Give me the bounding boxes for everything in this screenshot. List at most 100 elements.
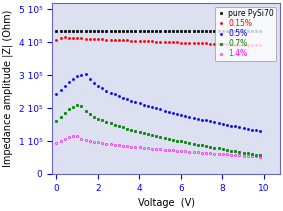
0.15% bbox=[100, 38, 104, 41]
1.4% bbox=[230, 153, 233, 156]
pure PySi70 bbox=[84, 30, 87, 32]
0.5% bbox=[63, 85, 67, 87]
pure PySi70 bbox=[209, 30, 212, 32]
0.15% bbox=[59, 37, 62, 40]
0.15% bbox=[80, 37, 83, 40]
0.15% bbox=[134, 39, 137, 42]
0.7% bbox=[167, 138, 170, 140]
0.7% bbox=[155, 135, 158, 137]
0.15% bbox=[184, 41, 187, 44]
1.4% bbox=[204, 152, 208, 154]
0.5% bbox=[117, 95, 121, 97]
Line: 0.7%: 0.7% bbox=[55, 104, 261, 156]
0.5% bbox=[84, 72, 87, 75]
pure PySi70 bbox=[92, 30, 96, 32]
0.7% bbox=[179, 140, 183, 143]
0.15% bbox=[238, 43, 241, 46]
pure PySi70 bbox=[142, 30, 145, 32]
pure PySi70 bbox=[63, 30, 67, 32]
pure PySi70 bbox=[204, 30, 208, 32]
0.5% bbox=[113, 93, 116, 96]
pure PySi70 bbox=[171, 30, 175, 32]
1.4% bbox=[254, 155, 258, 158]
1.4% bbox=[67, 136, 71, 139]
0.15% bbox=[96, 38, 100, 41]
pure PySi70 bbox=[55, 30, 58, 32]
0.5% bbox=[192, 116, 195, 119]
Line: 0.5%: 0.5% bbox=[55, 73, 261, 132]
0.15% bbox=[225, 43, 229, 46]
Line: 1.4%: 1.4% bbox=[55, 135, 261, 158]
0.5% bbox=[167, 110, 170, 113]
1.4% bbox=[225, 153, 229, 156]
0.7% bbox=[184, 141, 187, 143]
0.5% bbox=[238, 126, 241, 128]
pure PySi70 bbox=[175, 30, 179, 32]
pure PySi70 bbox=[155, 30, 158, 32]
pure PySi70 bbox=[76, 30, 79, 32]
pure PySi70 bbox=[184, 30, 187, 32]
1.4% bbox=[138, 146, 141, 149]
0.15% bbox=[121, 39, 125, 42]
pure PySi70 bbox=[200, 30, 204, 32]
0.15% bbox=[192, 42, 195, 44]
0.7% bbox=[242, 151, 245, 154]
1.4% bbox=[59, 139, 62, 142]
pure PySi70 bbox=[217, 30, 220, 32]
pure PySi70 bbox=[134, 30, 137, 32]
pure PySi70 bbox=[258, 30, 262, 32]
1.4% bbox=[238, 154, 241, 157]
pure PySi70 bbox=[59, 30, 62, 32]
0.7% bbox=[246, 152, 249, 155]
1.4% bbox=[258, 155, 262, 158]
0.5% bbox=[96, 85, 100, 87]
1.4% bbox=[88, 139, 91, 142]
0.5% bbox=[159, 108, 162, 111]
0.5% bbox=[184, 114, 187, 117]
0.15% bbox=[213, 43, 216, 45]
1.4% bbox=[134, 146, 137, 148]
pure PySi70 bbox=[254, 30, 258, 32]
0.7% bbox=[105, 121, 108, 123]
pure PySi70 bbox=[100, 30, 104, 32]
1.4% bbox=[242, 154, 245, 157]
0.7% bbox=[138, 131, 141, 133]
0.7% bbox=[88, 113, 91, 115]
0.15% bbox=[105, 38, 108, 41]
0.7% bbox=[250, 153, 254, 155]
pure PySi70 bbox=[125, 30, 129, 32]
0.7% bbox=[150, 134, 154, 136]
0.7% bbox=[204, 145, 208, 147]
0.7% bbox=[109, 122, 112, 125]
1.4% bbox=[167, 149, 170, 151]
1.4% bbox=[96, 141, 100, 143]
0.5% bbox=[204, 119, 208, 122]
pure PySi70 bbox=[121, 30, 125, 32]
1.4% bbox=[209, 152, 212, 155]
1.4% bbox=[246, 155, 249, 157]
0.15% bbox=[130, 39, 133, 42]
0.7% bbox=[159, 136, 162, 138]
0.7% bbox=[188, 142, 191, 144]
1.4% bbox=[175, 150, 179, 152]
pure PySi70 bbox=[146, 30, 150, 32]
0.5% bbox=[59, 89, 62, 91]
pure PySi70 bbox=[196, 30, 200, 32]
0.15% bbox=[117, 39, 121, 41]
0.7% bbox=[171, 138, 175, 141]
1.4% bbox=[117, 144, 121, 146]
0.15% bbox=[221, 43, 224, 45]
0.15% bbox=[113, 39, 116, 41]
0.15% bbox=[171, 41, 175, 43]
1.4% bbox=[150, 147, 154, 150]
0.15% bbox=[217, 43, 220, 45]
pure PySi70 bbox=[179, 30, 183, 32]
0.5% bbox=[155, 107, 158, 110]
0.5% bbox=[88, 77, 91, 80]
1.4% bbox=[196, 151, 200, 154]
0.15% bbox=[200, 42, 204, 45]
0.5% bbox=[134, 101, 137, 103]
0.5% bbox=[146, 105, 150, 107]
Legend: pure PySi70, 0.15%, 0.5%, 0.7%, 1.4%: pure PySi70, 0.15%, 0.5%, 0.7%, 1.4% bbox=[215, 7, 276, 61]
0.5% bbox=[92, 82, 96, 84]
